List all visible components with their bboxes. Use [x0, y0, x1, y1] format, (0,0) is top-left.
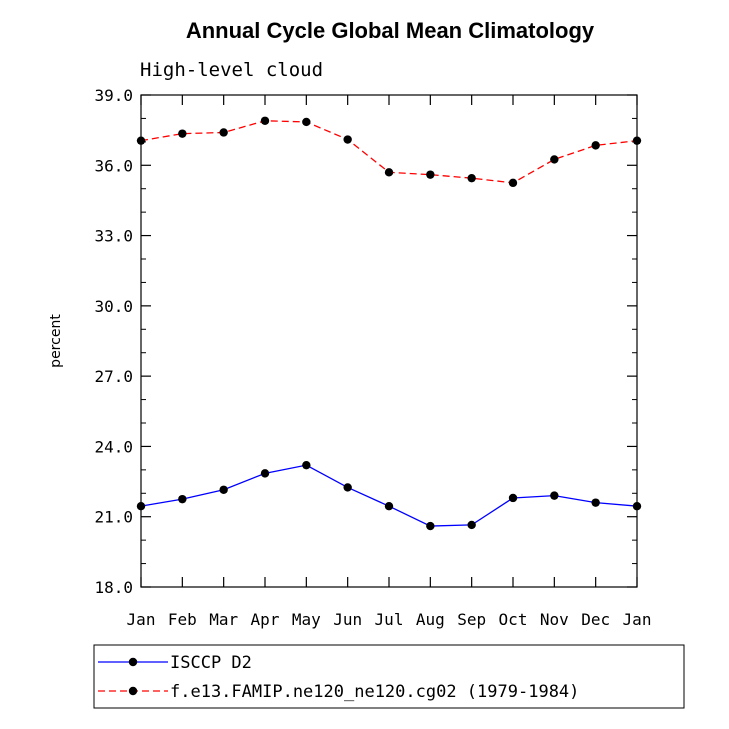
chart-subtitle: High-level cloud: [140, 59, 323, 81]
data-point: [467, 520, 476, 530]
y-tick-label: 18.0: [94, 578, 133, 597]
data-point: [343, 483, 352, 492]
y-tick-label: 21.0: [94, 508, 133, 527]
x-tick-label: Sep: [457, 610, 486, 629]
data-point: [550, 155, 559, 164]
legend-frame: [93, 644, 685, 709]
data-point: [591, 498, 600, 507]
x-tick-label: Apr: [251, 610, 280, 629]
x-tick-label: Jan: [127, 610, 156, 629]
data-point: [219, 485, 228, 494]
legend: ISCCP D2 f.e13.FAMIP.ne120_ne120.cg02 (19…: [93, 644, 685, 709]
data-point: [384, 501, 394, 511]
x-tick-label: Feb: [168, 610, 197, 629]
data-point: [591, 141, 600, 150]
legend-items: ISCCP D2 f.e13.FAMIP.ne120_ne120.cg02 (19…: [98, 653, 579, 702]
data-point: [467, 173, 476, 183]
data-point: [302, 460, 311, 470]
data-point: [136, 136, 146, 145]
legend-marker-1: [128, 657, 138, 667]
x-tick-label: Oct: [499, 610, 528, 629]
data-point: [632, 501, 642, 511]
y-tick-label: 33.0: [94, 227, 133, 246]
data-point: [384, 168, 394, 177]
data-point: [426, 521, 435, 531]
x-tick-label: Dec: [581, 610, 610, 629]
legend-label-1: ISCCP D2: [170, 653, 252, 673]
data-point: [508, 493, 518, 503]
x-tick-label: May: [292, 610, 321, 629]
data-point: [178, 129, 187, 138]
data-point: [260, 469, 270, 478]
y-tick-label: 24.0: [94, 437, 133, 456]
data-point: [550, 491, 559, 500]
y-tick-label: 30.0: [94, 297, 133, 316]
series-layer: [136, 116, 642, 531]
legend-marker-2: [128, 686, 138, 696]
x-tick-label: Mar: [209, 610, 238, 629]
data-point: [260, 116, 270, 125]
y-axis-label: percent: [48, 314, 64, 368]
x-tick-label: Nov: [540, 610, 569, 629]
x-tick-label: Jan: [623, 610, 652, 629]
y-tick-label: 36.0: [94, 156, 133, 175]
data-point: [136, 501, 146, 511]
y-tick-label: 27.0: [94, 367, 133, 386]
chart-title: Annual Cycle Global Mean Climatology: [186, 18, 595, 43]
x-tick-label: Jun: [333, 610, 362, 629]
data-point: [426, 170, 435, 179]
data-point: [632, 136, 642, 145]
ticks-layer: 18.0 21.0 24.0 27.0 30.0 33.0 36.0 39.0 Jan Feb Ma…: [94, 86, 651, 629]
legend-label-2: f.e13.FAMIP.ne120_ne120.cg02 (1979-1984): [170, 682, 579, 702]
data-point: [302, 117, 311, 127]
y-tick-label: 39.0: [94, 86, 133, 105]
data-point: [219, 128, 228, 137]
x-tick-label: Jul: [375, 610, 404, 629]
series-line-1: [140, 464, 638, 527]
x-tick-label: Aug: [416, 610, 445, 629]
data-point: [508, 178, 518, 188]
data-point: [343, 135, 352, 144]
data-point: [178, 494, 187, 504]
